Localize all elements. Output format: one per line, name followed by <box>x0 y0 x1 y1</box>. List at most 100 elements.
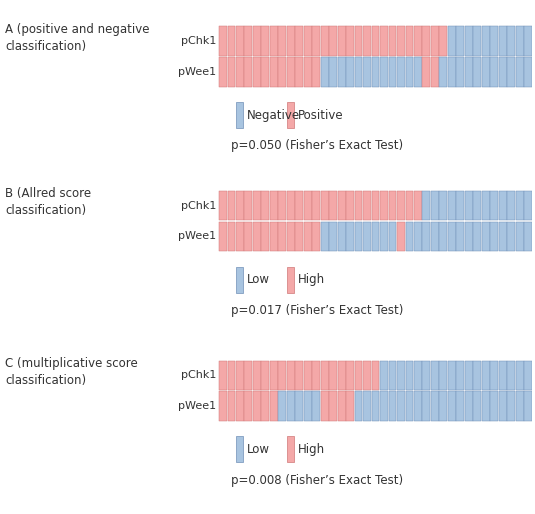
Bar <box>524 26 532 56</box>
Bar <box>329 26 337 56</box>
Text: Positive: Positive <box>297 108 343 122</box>
Bar <box>363 222 371 251</box>
Bar <box>431 361 439 390</box>
Bar <box>473 361 481 390</box>
Bar <box>482 361 490 390</box>
Bar <box>388 57 396 86</box>
Text: Low: Low <box>247 443 270 456</box>
Bar <box>524 191 532 220</box>
Bar <box>516 392 524 420</box>
Bar <box>355 392 362 420</box>
Bar <box>321 57 328 86</box>
Bar <box>312 191 320 220</box>
Bar <box>278 361 286 390</box>
Bar <box>516 191 524 220</box>
Bar <box>524 57 532 86</box>
Text: p=0.050 (Fisher’s Exact Test): p=0.050 (Fisher’s Exact Test) <box>232 139 403 153</box>
Bar <box>431 57 439 86</box>
Bar <box>363 26 371 56</box>
Bar <box>388 191 396 220</box>
Bar <box>244 392 253 420</box>
Bar <box>490 26 498 56</box>
Bar <box>329 222 337 251</box>
Bar <box>380 191 388 220</box>
Bar <box>295 57 303 86</box>
Bar <box>406 392 414 420</box>
Bar <box>490 57 498 86</box>
Bar <box>312 222 320 251</box>
Text: High: High <box>297 443 325 456</box>
Bar <box>516 26 524 56</box>
Bar <box>295 222 303 251</box>
Bar <box>304 57 311 86</box>
Bar <box>270 26 278 56</box>
Bar <box>439 26 447 56</box>
Bar <box>406 361 414 390</box>
Bar <box>490 392 498 420</box>
Bar <box>499 392 507 420</box>
Bar <box>236 26 244 56</box>
Bar <box>465 392 472 420</box>
Bar <box>414 26 422 56</box>
Bar <box>329 57 337 86</box>
Bar <box>482 26 490 56</box>
Bar <box>244 26 253 56</box>
Bar <box>482 222 490 251</box>
Bar <box>262 361 269 390</box>
Bar <box>262 222 269 251</box>
Bar <box>355 361 362 390</box>
Bar <box>287 266 294 293</box>
Bar <box>423 392 430 420</box>
Bar <box>397 57 405 86</box>
Bar <box>321 392 328 420</box>
Bar <box>278 222 286 251</box>
Bar <box>227 361 235 390</box>
Bar <box>499 361 507 390</box>
Bar <box>227 392 235 420</box>
Bar <box>304 361 311 390</box>
Bar <box>321 361 328 390</box>
Bar <box>338 191 346 220</box>
Bar <box>270 392 278 420</box>
Bar <box>329 191 337 220</box>
Bar <box>499 191 507 220</box>
Bar <box>372 191 379 220</box>
Bar <box>423 191 430 220</box>
Bar <box>262 26 269 56</box>
Bar <box>507 57 515 86</box>
Bar <box>524 222 532 251</box>
Bar <box>507 392 515 420</box>
Bar <box>236 191 244 220</box>
Bar <box>270 361 278 390</box>
Bar <box>278 26 286 56</box>
Text: B (Allred score
classification): B (Allred score classification) <box>5 187 91 217</box>
Bar <box>414 191 422 220</box>
Text: pWee1: pWee1 <box>178 401 216 411</box>
Text: C (multiplicative score
classification): C (multiplicative score classification) <box>5 357 138 387</box>
Bar <box>312 26 320 56</box>
Bar <box>295 392 303 420</box>
Bar <box>227 191 235 220</box>
Bar <box>372 361 379 390</box>
Bar <box>253 57 261 86</box>
Bar <box>329 361 337 390</box>
Bar <box>473 26 481 56</box>
Bar <box>346 26 354 56</box>
Bar <box>448 191 456 220</box>
Bar <box>338 26 346 56</box>
Bar <box>448 222 456 251</box>
Bar <box>235 266 243 293</box>
Bar <box>397 191 405 220</box>
Bar <box>473 57 481 86</box>
Bar <box>448 361 456 390</box>
Bar <box>304 191 311 220</box>
Bar <box>346 191 354 220</box>
Bar <box>397 222 405 251</box>
Bar <box>355 222 362 251</box>
Bar <box>329 392 337 420</box>
Bar <box>287 392 295 420</box>
Bar <box>397 26 405 56</box>
Bar <box>397 361 405 390</box>
Bar <box>287 26 295 56</box>
Text: p=0.008 (Fisher’s Exact Test): p=0.008 (Fisher’s Exact Test) <box>232 473 403 487</box>
